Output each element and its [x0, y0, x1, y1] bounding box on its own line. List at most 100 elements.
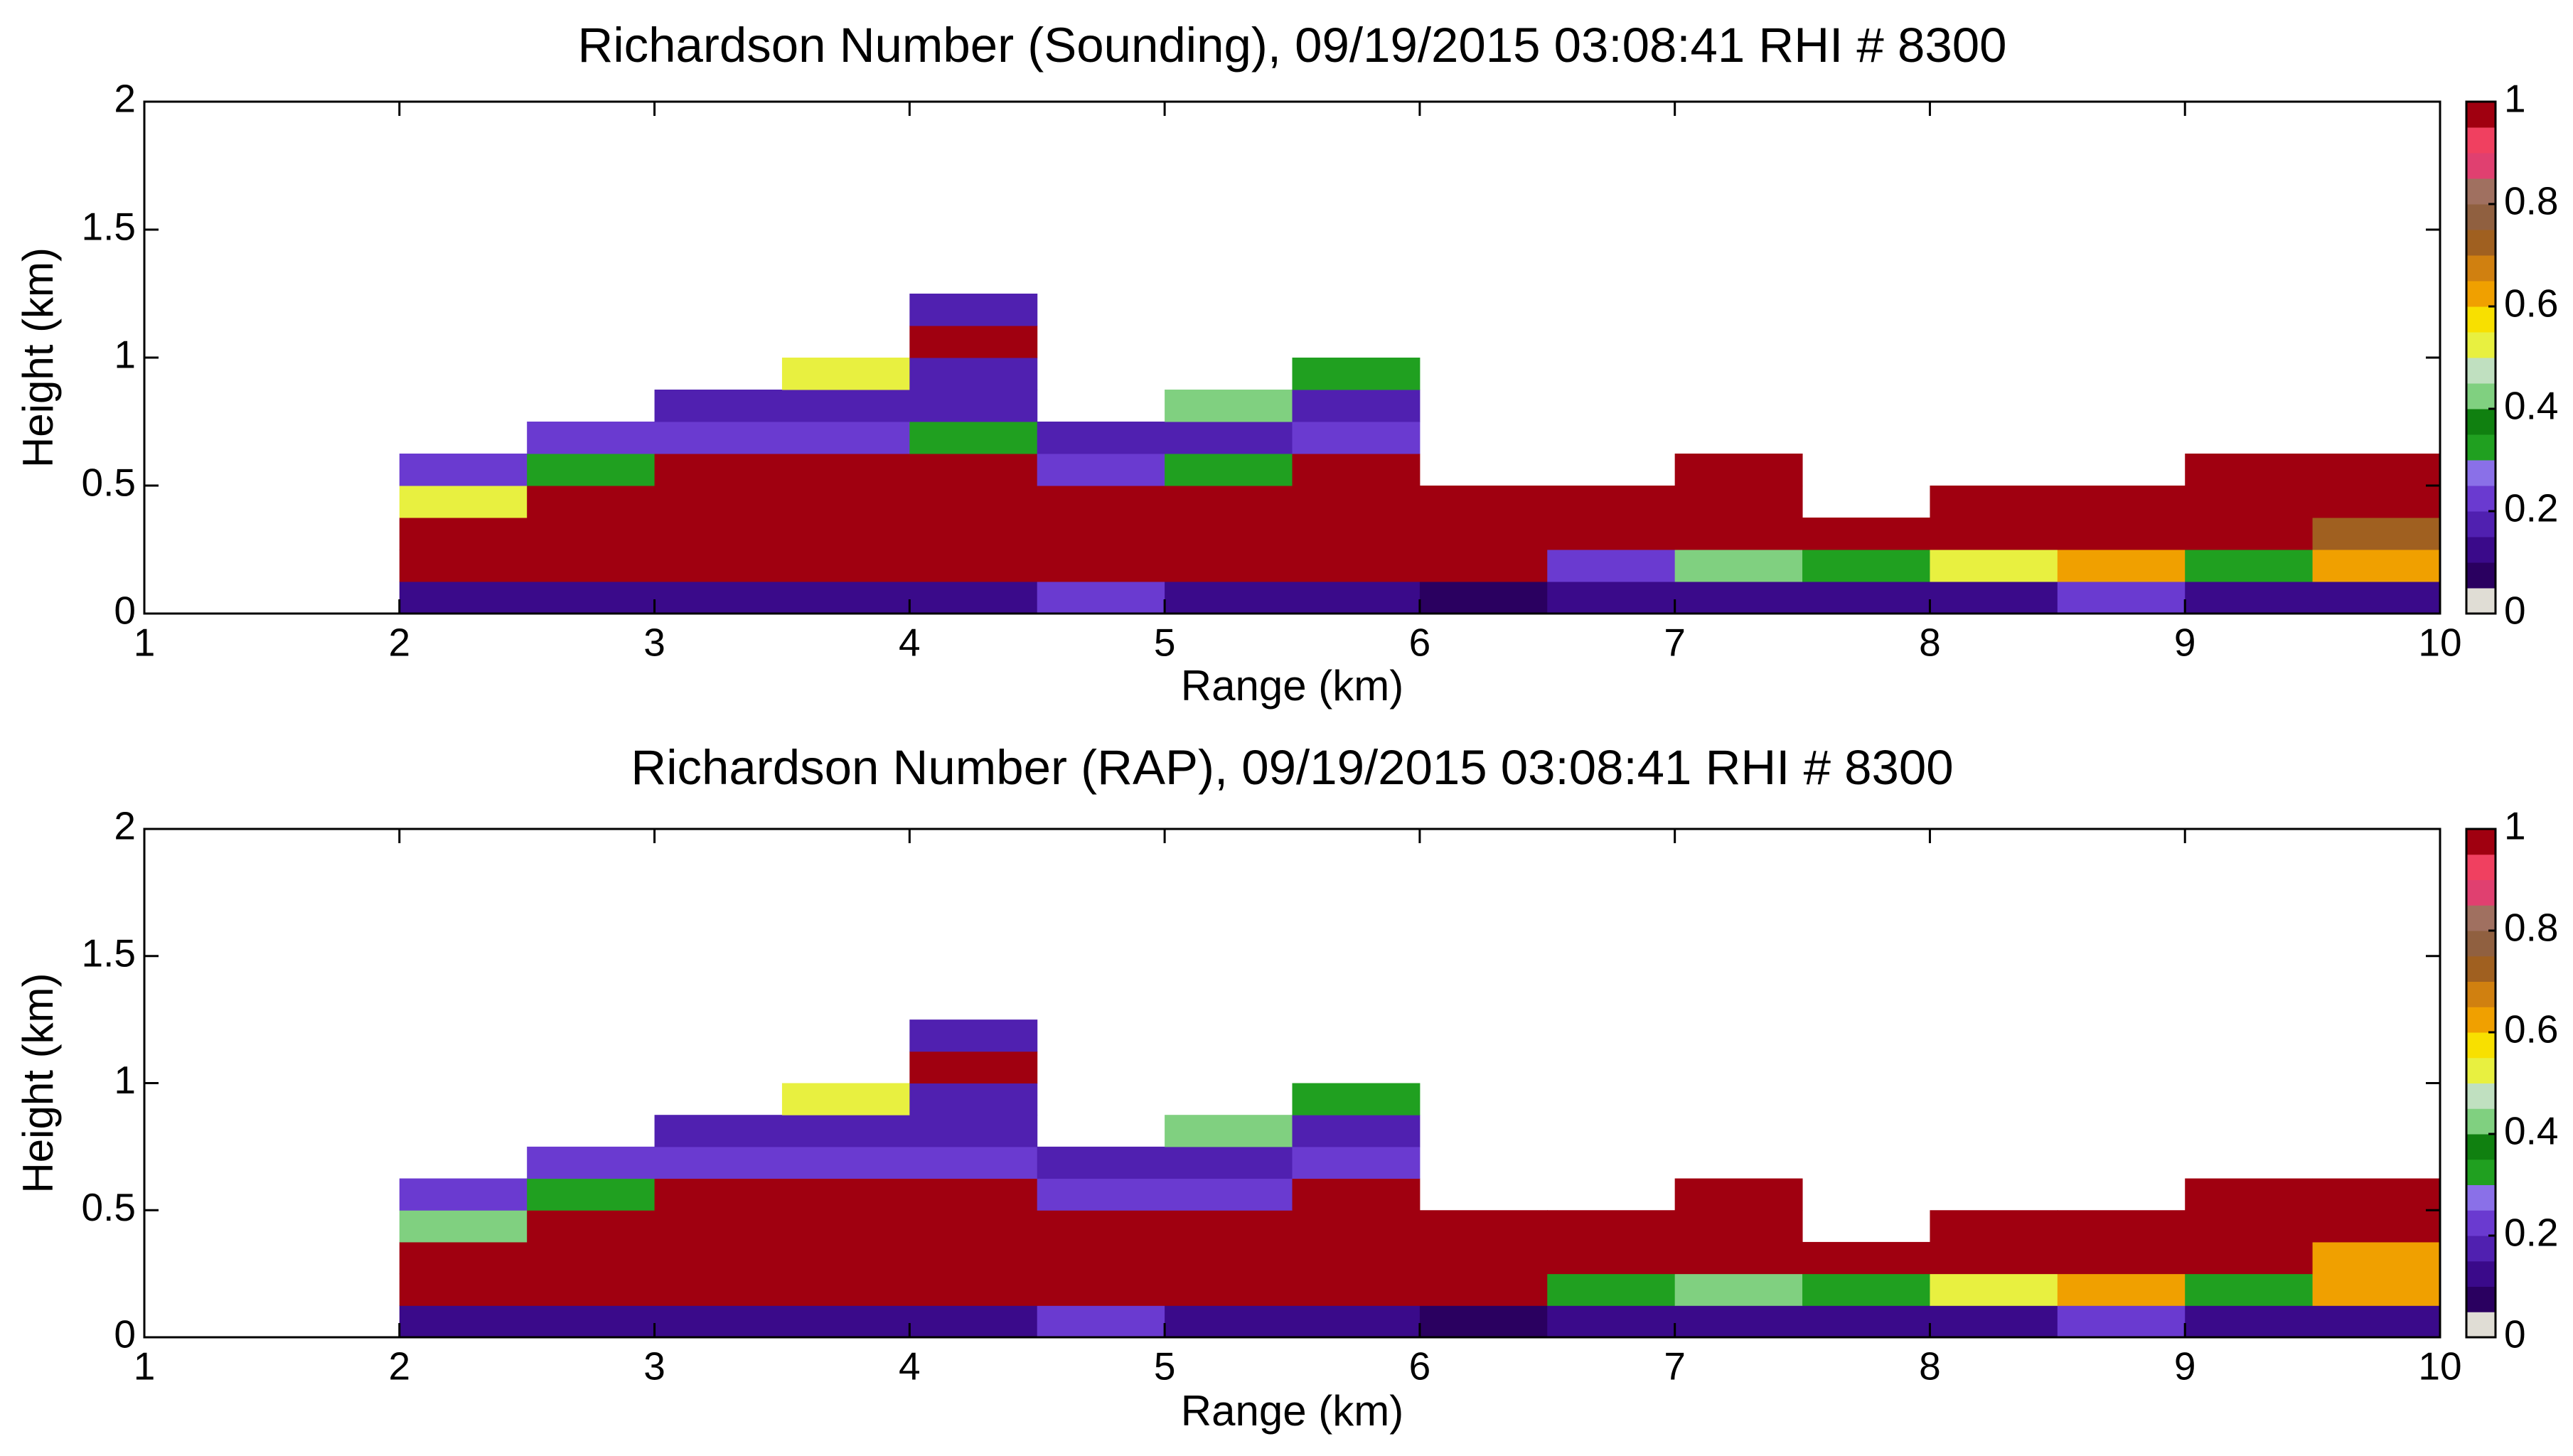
- cell: [527, 1305, 656, 1338]
- cell: [1037, 1273, 1165, 1306]
- x-tick-label: 4: [899, 1344, 921, 1388]
- cell: [1930, 486, 2058, 518]
- cell: [399, 486, 528, 518]
- cell: [654, 1178, 783, 1211]
- cell: [1802, 1241, 1930, 1275]
- cell: [2185, 1305, 2313, 1338]
- cell: [1419, 1273, 1548, 1306]
- cell: [1930, 1210, 2058, 1243]
- cell: [1037, 454, 1165, 486]
- cell: [654, 390, 783, 422]
- x-tick-label: 4: [899, 621, 921, 665]
- cell: [399, 1178, 528, 1211]
- colorbar-box: [2465, 828, 2497, 1339]
- cell: [909, 1210, 1038, 1243]
- cell: [909, 1146, 1038, 1179]
- cell: [909, 582, 1038, 614]
- cell: [781, 486, 910, 518]
- cell: [654, 1146, 783, 1179]
- cell: [1930, 550, 2058, 582]
- x-tick-label: 6: [1409, 621, 1431, 665]
- cell: [654, 550, 783, 582]
- cell: [2312, 1210, 2441, 1243]
- cell: [781, 390, 910, 422]
- cell: [1419, 1241, 1548, 1275]
- colorbar-segment: [2466, 332, 2496, 358]
- colorbar-segment: [2466, 358, 2496, 384]
- colorbar-segment: [2466, 178, 2496, 205]
- x-tick-label: 1: [134, 1344, 156, 1388]
- cell: [2057, 1210, 2186, 1243]
- cell: [2057, 518, 2186, 550]
- cell: [1292, 1210, 1421, 1243]
- cell: [909, 1115, 1038, 1147]
- cell: [1547, 1305, 1676, 1338]
- cell: [1292, 1178, 1421, 1211]
- cell: [2057, 1305, 2186, 1338]
- cell: [527, 1146, 656, 1179]
- cell: [2185, 454, 2313, 486]
- colorbar-segment: [2466, 102, 2496, 128]
- cell: [399, 582, 528, 614]
- cell: [2312, 550, 2441, 582]
- cell: [1419, 550, 1548, 582]
- cell: [909, 294, 1038, 326]
- cell: [1419, 518, 1548, 550]
- cell: [909, 1019, 1038, 1052]
- cell: [909, 1083, 1038, 1115]
- colorbar-segment: [2466, 1312, 2496, 1338]
- cell: [1674, 518, 1803, 550]
- cell: [781, 1241, 910, 1275]
- colorbar-segment: [2466, 854, 2496, 880]
- cell: [1165, 1178, 1293, 1211]
- cell: [1292, 454, 1421, 486]
- x-tick-label: 5: [1154, 621, 1176, 665]
- colorbar-tick-label: 0: [2504, 1312, 2526, 1356]
- cell: [1037, 1210, 1165, 1243]
- cell: [1292, 550, 1421, 582]
- cell: [2057, 582, 2186, 614]
- cell: [1547, 486, 1676, 518]
- cell: [1037, 1305, 1165, 1338]
- cell: [1547, 518, 1676, 550]
- cell: [2057, 1241, 2186, 1275]
- cell: [654, 1305, 783, 1338]
- cell: [1292, 1146, 1421, 1179]
- y-tick-label: 1: [114, 1058, 136, 1102]
- y-tick-label: 1.5: [82, 931, 136, 975]
- cell: [527, 1273, 656, 1306]
- colorbar-tick-label: 1: [2504, 77, 2526, 121]
- cell: [2185, 1241, 2313, 1275]
- y-tick-label: 2: [114, 804, 136, 848]
- colorbar-tick-label: 0.4: [2504, 1109, 2558, 1153]
- cell: [781, 1178, 910, 1211]
- cell: [781, 1305, 910, 1338]
- cell: [2185, 518, 2313, 550]
- cell: [1547, 1241, 1676, 1275]
- y-tick-label: 0: [114, 589, 136, 633]
- cell: [2312, 1241, 2441, 1275]
- x-tick-label: 5: [1154, 1344, 1176, 1388]
- cell: [1674, 550, 1803, 582]
- colorbar-segment: [2466, 434, 2496, 461]
- colorbar-tick-label: 0.2: [2504, 486, 2558, 530]
- colorbar-segment: [2466, 956, 2496, 982]
- cell: [2312, 486, 2441, 518]
- x-tick-label: 6: [1409, 1344, 1431, 1388]
- cell: [1165, 422, 1293, 454]
- cell: [909, 390, 1038, 422]
- cell: [909, 454, 1038, 486]
- cell: [654, 1115, 783, 1147]
- cell: [781, 582, 910, 614]
- cell: [1292, 390, 1421, 422]
- cell: [1037, 518, 1165, 550]
- cell: [654, 454, 783, 486]
- cell: [1037, 1146, 1165, 1179]
- cell: [2185, 582, 2313, 614]
- cell: [399, 454, 528, 486]
- colorbar-segment: [2466, 511, 2496, 537]
- cell: [527, 422, 656, 454]
- cell: [1165, 1210, 1293, 1243]
